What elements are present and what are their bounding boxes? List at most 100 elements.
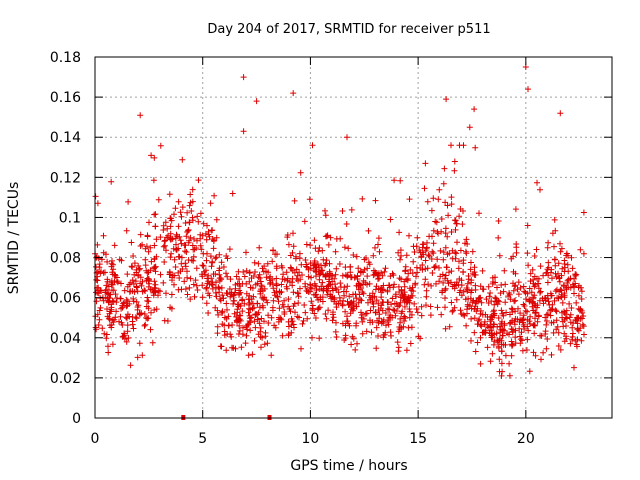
data-point <box>213 293 220 300</box>
data-point <box>175 253 182 260</box>
data-point <box>484 344 491 351</box>
data-point <box>131 271 138 278</box>
data-point <box>530 349 537 356</box>
data-point <box>527 270 534 277</box>
data-point <box>398 276 405 283</box>
data-point <box>453 220 460 227</box>
data-point <box>453 250 460 257</box>
data-point <box>163 290 169 297</box>
data-point <box>123 296 130 303</box>
data-point <box>482 311 489 318</box>
x-tick-label: 20 <box>517 431 535 447</box>
data-point <box>194 287 201 293</box>
data-point <box>448 229 455 235</box>
x-tick-label: 0 <box>91 431 100 447</box>
data-point <box>553 317 560 324</box>
data-point <box>556 278 563 285</box>
data-point <box>423 287 430 294</box>
data-point <box>281 309 288 315</box>
data-point <box>477 294 484 301</box>
data-point <box>552 262 559 269</box>
data-point <box>249 351 256 358</box>
data-point <box>441 165 448 172</box>
data-point <box>178 260 185 267</box>
data-point <box>309 142 316 149</box>
data-point <box>290 90 297 97</box>
data-point <box>446 323 453 330</box>
data-point <box>355 283 362 290</box>
data-point <box>183 249 190 255</box>
data-point <box>347 269 354 276</box>
data-point <box>233 273 240 280</box>
data-point <box>211 192 218 199</box>
data-point <box>366 280 373 287</box>
data-point <box>210 271 217 278</box>
data-point <box>166 269 173 276</box>
data-point <box>243 332 250 339</box>
data-point <box>569 330 576 337</box>
data-point <box>531 273 538 280</box>
data-point <box>118 257 125 264</box>
data-point <box>442 287 449 294</box>
data-point <box>120 333 127 340</box>
data-point <box>502 299 509 306</box>
data-point <box>239 308 246 315</box>
data-point <box>175 198 182 205</box>
data-point <box>317 270 324 277</box>
data-point <box>153 306 160 313</box>
data-point <box>175 269 182 276</box>
data-point <box>108 178 115 185</box>
data-point <box>203 285 210 292</box>
data-point <box>472 144 479 151</box>
data-point <box>422 257 429 264</box>
data-point <box>175 223 182 230</box>
data-point <box>97 304 104 311</box>
data-point <box>464 310 470 317</box>
data-point <box>561 338 568 345</box>
data-point <box>247 327 254 334</box>
data-point <box>550 329 557 336</box>
data-point <box>488 316 495 323</box>
data-point <box>324 233 330 240</box>
data-point <box>422 276 429 283</box>
data-point <box>421 185 428 192</box>
data-point <box>407 266 414 273</box>
data-point <box>511 298 518 305</box>
data-point <box>267 281 273 287</box>
data-point <box>118 280 124 287</box>
data-point <box>557 248 564 255</box>
data-point <box>580 313 587 319</box>
data-point <box>492 274 498 281</box>
data-point <box>381 331 388 338</box>
data-point <box>93 298 100 305</box>
data-point <box>147 326 154 333</box>
data-point <box>242 340 249 347</box>
data-point <box>448 194 455 201</box>
data-point <box>464 301 471 308</box>
data-point <box>164 318 171 324</box>
data-point <box>304 315 311 322</box>
data-point <box>230 344 237 351</box>
data-point <box>104 306 110 312</box>
data-point <box>197 242 204 249</box>
data-point <box>358 309 364 316</box>
data-point <box>98 287 105 294</box>
data-point <box>155 196 162 203</box>
data-point <box>545 311 551 318</box>
data-point <box>472 272 479 278</box>
data-point <box>365 227 372 234</box>
data-point <box>418 303 425 310</box>
data-point <box>442 272 449 279</box>
data-point <box>488 298 495 305</box>
data-point <box>567 284 574 291</box>
data-point <box>141 287 148 294</box>
data-point <box>449 283 456 290</box>
data-point <box>570 320 577 327</box>
data-point <box>106 295 113 302</box>
data-point <box>580 250 587 257</box>
data-point <box>219 292 226 299</box>
data-point <box>493 295 500 302</box>
data-point <box>160 227 167 233</box>
data-point <box>119 321 126 328</box>
data-point <box>387 284 393 291</box>
